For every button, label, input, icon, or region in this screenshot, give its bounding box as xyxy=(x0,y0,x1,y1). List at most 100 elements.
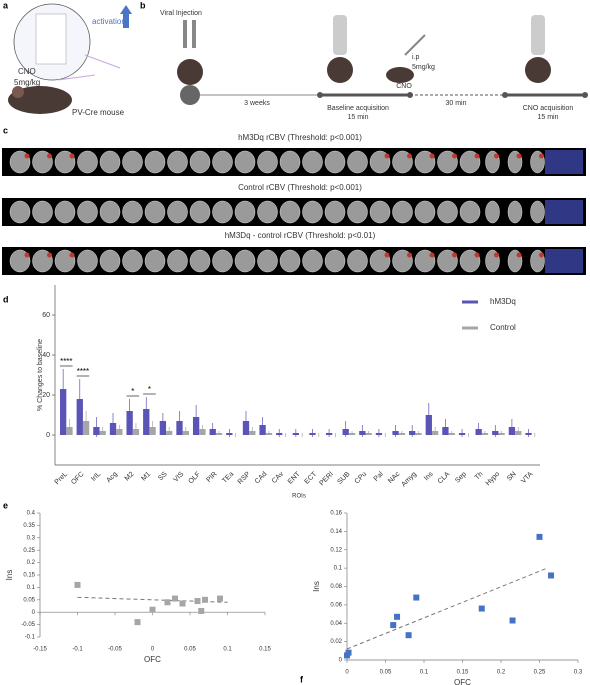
x-tick-label: M2 xyxy=(124,471,136,483)
x-tick-label: 0.05 xyxy=(184,647,196,653)
panel-a-art xyxy=(8,3,132,114)
activation-spot xyxy=(474,153,480,159)
activation-spot xyxy=(384,252,390,258)
activation-spot xyxy=(494,252,499,258)
brain-slice xyxy=(167,249,188,273)
x-tick-label: CLA xyxy=(437,471,452,486)
brain-slice xyxy=(99,150,121,174)
bar xyxy=(59,389,67,435)
brain-slice xyxy=(324,249,346,273)
significance: * xyxy=(148,385,151,394)
legend-label: hM3Dq xyxy=(490,297,516,306)
x-tick-label: PERI xyxy=(318,471,335,488)
y-tick-label: 20 xyxy=(42,392,50,399)
x-tick-label: SS xyxy=(157,471,169,483)
brain-slice xyxy=(189,249,211,273)
y-axis-label: Ins xyxy=(312,581,321,592)
x-tick-label: RSP xyxy=(237,471,252,486)
x-tick-label: SUB xyxy=(336,471,351,486)
brain-slice xyxy=(302,200,323,224)
x-tick-label: CAd xyxy=(254,471,269,486)
y-tick-label: 0.06 xyxy=(330,602,342,608)
x-tick-label: VIS xyxy=(172,471,185,484)
point xyxy=(194,598,201,605)
x-tick-label: 0.1 xyxy=(420,670,429,676)
brain-slice xyxy=(302,249,323,273)
y-tick-label: 0.1 xyxy=(334,566,343,572)
x-tick-label: 0.3 xyxy=(574,670,583,676)
point xyxy=(478,605,485,612)
x-tick-label: 0.15 xyxy=(457,670,469,676)
brain-slice xyxy=(212,150,233,174)
y-tick-label: 0.08 xyxy=(330,584,342,590)
brain-slice xyxy=(77,150,98,174)
brain-slice xyxy=(99,200,121,224)
x-axis-label: ROIs xyxy=(292,494,306,500)
panel-label: f xyxy=(300,674,304,684)
brain-3d xyxy=(545,150,583,174)
y-tick-label: 0 xyxy=(46,432,50,439)
point xyxy=(548,572,555,579)
panel-c-art xyxy=(2,148,586,275)
y-tick-label: 0 xyxy=(339,658,343,664)
brain-slice xyxy=(279,200,301,224)
brain-slice xyxy=(392,200,413,224)
brain-slice xyxy=(324,150,346,174)
point xyxy=(345,649,352,656)
x-tick-label: 0.1 xyxy=(223,647,232,653)
bar xyxy=(143,409,150,435)
x-axis-label: OFC xyxy=(454,678,471,685)
timeline-label: CNO acquisition xyxy=(523,105,574,112)
x-tick-label: SN xyxy=(506,471,518,483)
brain-slice xyxy=(9,200,31,224)
y-tick-label: 0.12 xyxy=(330,547,342,553)
activation-spot xyxy=(24,252,30,258)
x-tick-label: 0.25 xyxy=(534,670,546,676)
x-tick-label: M1 xyxy=(140,471,152,483)
x-tick-label: Amyg xyxy=(400,471,418,489)
y-axis-label: % Changes to baseline xyxy=(37,339,44,411)
activation-spot xyxy=(452,153,457,159)
brain-slice xyxy=(279,150,301,174)
timeline-label: 3 weeks xyxy=(244,100,270,107)
trend-line xyxy=(346,567,548,650)
x-tick-label: Th xyxy=(474,471,485,482)
point xyxy=(202,596,208,603)
y-tick-label: -0.05 xyxy=(21,622,35,628)
y-tick-label: 0.3 xyxy=(27,535,36,541)
brain-slice xyxy=(144,150,166,174)
significance: * xyxy=(131,387,134,396)
x-tick-label: IrIL xyxy=(90,471,102,483)
drug-label: CNO xyxy=(18,67,36,76)
x-tick-label: VTA xyxy=(520,471,534,485)
x-tick-label: ENT xyxy=(287,470,302,485)
y-tick-label: 0.05 xyxy=(23,597,35,603)
activation-spot xyxy=(452,252,457,258)
activation-spot xyxy=(494,153,499,159)
activation-spot xyxy=(47,153,52,159)
panel-label: b xyxy=(140,0,146,10)
activation-spot xyxy=(429,252,435,258)
point xyxy=(164,599,171,606)
x-tick-label: Ins xyxy=(423,470,435,482)
y-tick-label: 40 xyxy=(42,352,50,359)
brain-slice xyxy=(77,249,98,273)
x-tick-label: Hypo xyxy=(485,471,502,488)
activation-spot xyxy=(539,153,544,159)
activation-spot xyxy=(474,252,480,258)
timeline-label: CNO xyxy=(396,83,412,90)
activation-spot xyxy=(429,153,435,159)
x-tick-label: 0 xyxy=(151,647,155,653)
point xyxy=(536,533,543,540)
brain-slice xyxy=(234,200,256,224)
brain-slice xyxy=(189,150,211,174)
timeline-label: 15 min xyxy=(537,114,558,121)
brain-3d xyxy=(545,200,583,224)
point xyxy=(509,617,516,624)
map-title: hM3Dq - control rCBV (Threshold: p<0.01) xyxy=(225,231,376,240)
brain-slice xyxy=(212,200,233,224)
panel-label: e xyxy=(3,500,8,510)
point xyxy=(179,600,186,607)
brain-slice xyxy=(122,150,143,174)
x-tick-label: -0.1 xyxy=(72,647,83,653)
